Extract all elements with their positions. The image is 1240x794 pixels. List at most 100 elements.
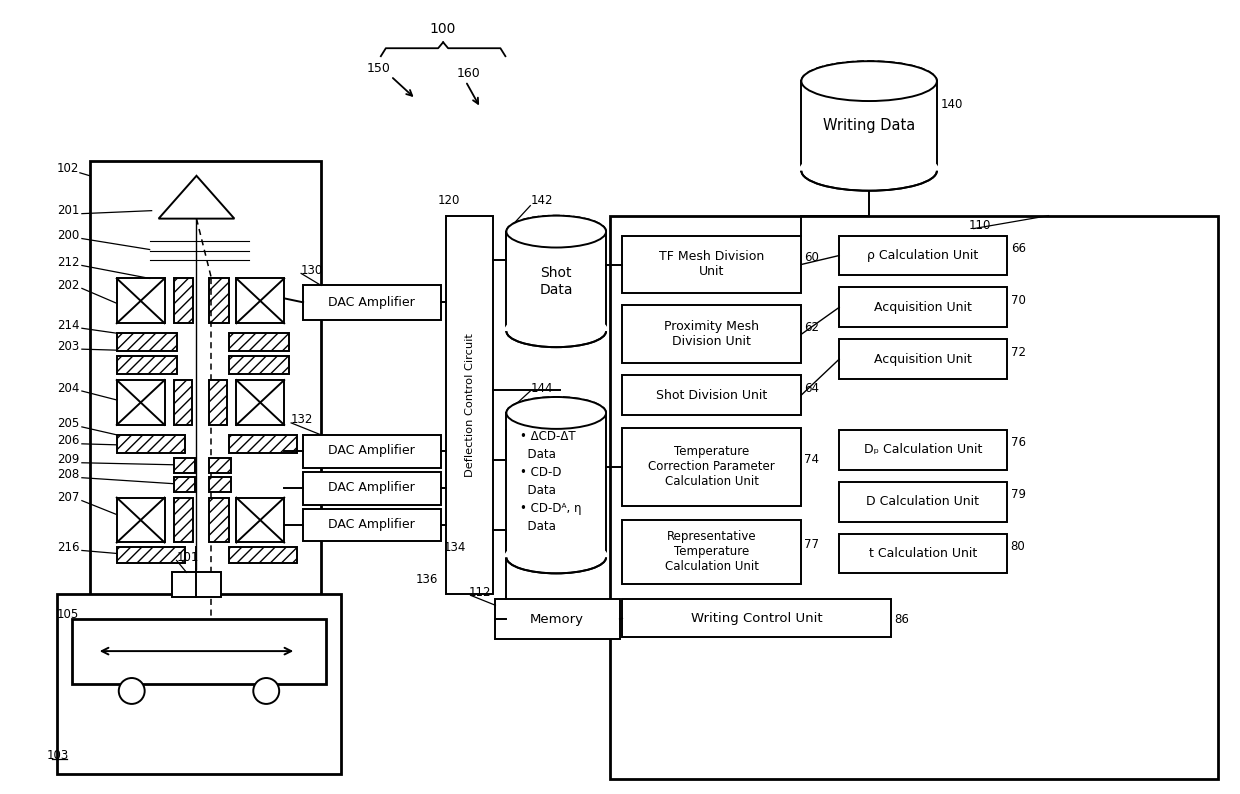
Bar <box>117 357 176 374</box>
Text: 110: 110 <box>968 219 991 232</box>
Circle shape <box>119 678 145 704</box>
Bar <box>839 482 1007 522</box>
Text: 79: 79 <box>1011 488 1025 501</box>
Bar <box>303 435 440 468</box>
Bar <box>117 380 165 425</box>
Text: 100: 100 <box>430 22 456 37</box>
Text: 77: 77 <box>805 538 820 551</box>
Bar <box>117 498 165 542</box>
Text: t Calculation Unit: t Calculation Unit <box>869 547 977 560</box>
Bar <box>622 428 801 506</box>
Text: 208: 208 <box>57 468 79 481</box>
Text: 206: 206 <box>57 434 79 447</box>
Text: Acquisition Unit: Acquisition Unit <box>874 301 972 314</box>
Bar <box>117 435 185 453</box>
Text: 136: 136 <box>415 572 438 586</box>
Text: 140: 140 <box>941 98 963 110</box>
Text: Shot
Data: Shot Data <box>539 266 573 296</box>
Bar <box>496 599 620 639</box>
Text: Temperature
Correction Parameter
Calculation Unit: Temperature Correction Parameter Calcula… <box>649 445 775 488</box>
Ellipse shape <box>801 151 937 191</box>
Bar <box>622 375 801 415</box>
Text: 120: 120 <box>438 195 460 207</box>
Text: 80: 80 <box>1011 540 1025 553</box>
Text: 101: 101 <box>176 551 198 564</box>
Text: 74: 74 <box>805 453 820 466</box>
Bar <box>506 413 606 557</box>
Text: 102: 102 <box>57 162 79 175</box>
Text: 204: 204 <box>57 382 79 395</box>
Bar <box>174 279 193 323</box>
Text: D Calculation Unit: D Calculation Unit <box>867 495 980 508</box>
Text: Dₚ Calculation Unit: Dₚ Calculation Unit <box>864 443 982 457</box>
Bar <box>171 572 222 597</box>
Bar <box>210 279 229 323</box>
Circle shape <box>253 678 279 704</box>
Text: 209: 209 <box>57 453 79 466</box>
Text: 201: 201 <box>57 204 79 217</box>
Text: 132: 132 <box>291 414 314 426</box>
Text: 130: 130 <box>301 264 324 277</box>
Text: 76: 76 <box>1011 437 1025 449</box>
Bar <box>839 236 1007 276</box>
Bar <box>622 519 801 584</box>
Bar <box>229 357 289 374</box>
Text: 103: 103 <box>47 750 69 762</box>
Text: DAC Amplifier: DAC Amplifier <box>329 296 415 309</box>
Text: 150: 150 <box>367 62 391 75</box>
Bar <box>210 380 227 425</box>
Text: 60: 60 <box>805 251 820 264</box>
Text: Proximity Mesh
Division Unit: Proximity Mesh Division Unit <box>665 320 759 349</box>
Bar <box>174 476 196 491</box>
Text: 160: 160 <box>456 67 480 79</box>
Bar <box>174 380 191 425</box>
Text: 212: 212 <box>57 256 79 269</box>
Text: 112: 112 <box>469 586 491 599</box>
Text: 134: 134 <box>444 541 466 554</box>
Text: 207: 207 <box>57 491 79 504</box>
Text: 70: 70 <box>1011 294 1025 306</box>
Ellipse shape <box>506 216 606 248</box>
Bar <box>210 498 229 542</box>
Bar <box>117 279 165 323</box>
Ellipse shape <box>801 61 937 101</box>
Ellipse shape <box>506 315 606 347</box>
Bar <box>229 333 289 351</box>
Text: 144: 144 <box>531 382 553 395</box>
Bar <box>839 534 1007 573</box>
Text: 216: 216 <box>57 541 79 554</box>
Bar <box>506 232 606 331</box>
Bar <box>801 81 937 171</box>
Text: • ΔCD-ΔT
  Data
• CD-D
  Data
• CD-Dᴬ, η
  Data: • ΔCD-ΔT Data • CD-D Data • CD-Dᴬ, η Dat… <box>521 430 582 533</box>
Bar <box>445 216 494 594</box>
Bar <box>237 279 284 323</box>
Bar <box>839 287 1007 327</box>
Text: 203: 203 <box>57 340 79 353</box>
Text: 142: 142 <box>531 195 553 207</box>
Text: Deflection Control Circuit: Deflection Control Circuit <box>465 333 475 477</box>
Text: 86: 86 <box>894 613 909 626</box>
Bar <box>237 498 284 542</box>
Text: TF Mesh Division
Unit: TF Mesh Division Unit <box>658 250 764 279</box>
Ellipse shape <box>506 542 606 573</box>
Bar <box>303 285 440 320</box>
Bar <box>210 476 232 491</box>
Text: 72: 72 <box>1011 345 1025 359</box>
Text: DAC Amplifier: DAC Amplifier <box>329 445 415 457</box>
Bar <box>622 236 801 293</box>
Text: Shot Division Unit: Shot Division Unit <box>656 388 768 402</box>
Text: Memory: Memory <box>531 613 584 626</box>
Bar <box>303 509 440 542</box>
Text: 202: 202 <box>57 279 79 292</box>
Text: DAC Amplifier: DAC Amplifier <box>329 481 415 494</box>
Text: 66: 66 <box>1011 242 1025 255</box>
Bar <box>610 216 1218 779</box>
Bar <box>622 599 892 637</box>
Text: Acquisition Unit: Acquisition Unit <box>874 353 972 365</box>
Bar <box>839 430 1007 470</box>
Bar <box>210 458 232 472</box>
Bar <box>117 548 185 564</box>
Text: Writing Control Unit: Writing Control Unit <box>691 611 822 625</box>
Bar <box>89 161 321 649</box>
Bar <box>57 594 341 773</box>
